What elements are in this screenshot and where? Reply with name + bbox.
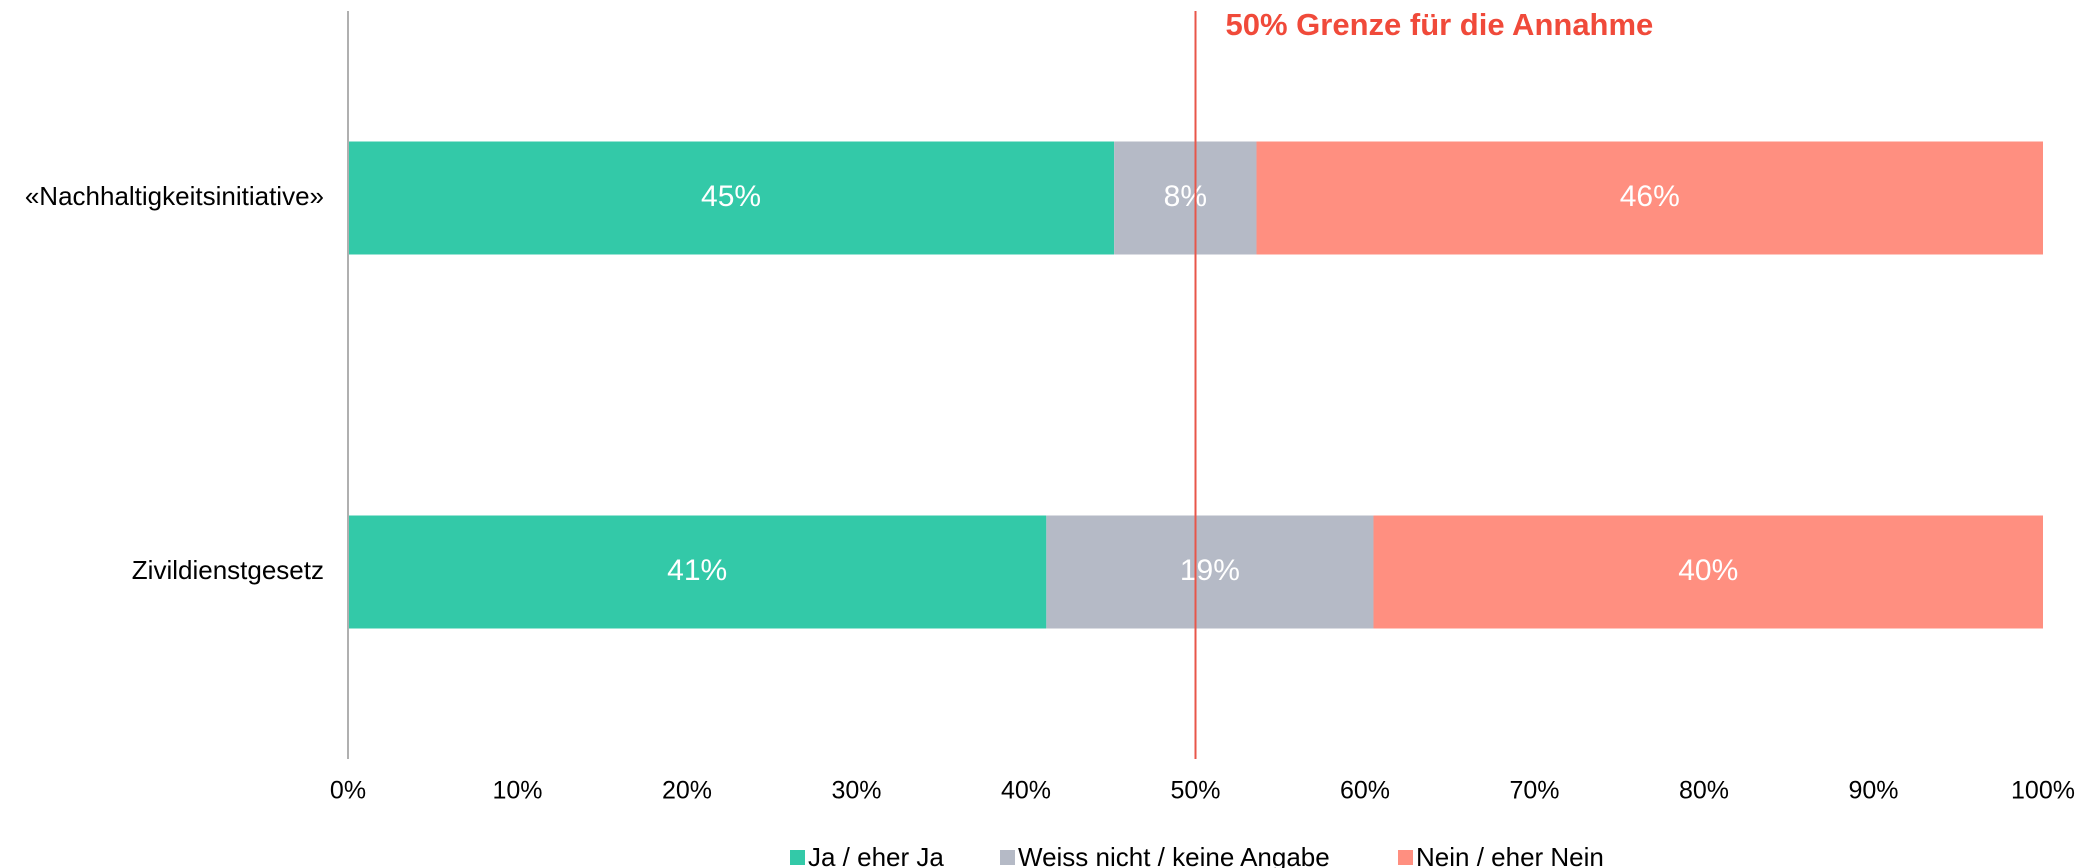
x-tick-label: 70% — [1509, 777, 1559, 805]
data-label: 19% — [1180, 554, 1240, 587]
bar-segment — [1046, 515, 1374, 629]
legend-swatch — [1000, 850, 1015, 865]
legend-swatch — [790, 850, 805, 865]
data-label: 45% — [701, 180, 761, 213]
x-tick-label: 90% — [1848, 777, 1898, 805]
category-label: «Nachhaltigkeitsinitiative» — [25, 181, 324, 211]
data-label: 8% — [1164, 180, 1207, 213]
bar-segment — [348, 141, 1115, 255]
category-label: Zivildienstgesetz — [132, 555, 324, 585]
bar-segment — [1114, 141, 1257, 255]
legend-swatch — [1398, 850, 1413, 865]
x-tick-label: 40% — [1001, 777, 1051, 805]
data-label: 41% — [667, 554, 727, 587]
x-tick-label: 60% — [1340, 777, 1390, 805]
x-tick-label: 20% — [662, 777, 712, 805]
legend-label: Nein / eher Nein — [1416, 842, 1604, 868]
bar-segment — [348, 515, 1047, 629]
x-tick-label: 50% — [1170, 777, 1220, 805]
legend-label: Weiss nicht / keine Angabe — [1018, 842, 1330, 868]
x-tick-label: 10% — [492, 777, 542, 805]
legend-label: Ja / eher Ja — [808, 842, 944, 868]
data-label: 46% — [1620, 180, 1680, 213]
bar-segment — [1373, 515, 2043, 629]
reference-label: 50% Grenze für die Annahme — [1226, 7, 1654, 42]
x-tick-label: 100% — [2011, 777, 2075, 805]
bar-segment — [1256, 141, 2043, 255]
x-tick-label: 30% — [831, 777, 881, 805]
x-tick-label: 0% — [330, 777, 366, 805]
data-label: 40% — [1678, 554, 1738, 587]
x-tick-label: 80% — [1679, 777, 1729, 805]
